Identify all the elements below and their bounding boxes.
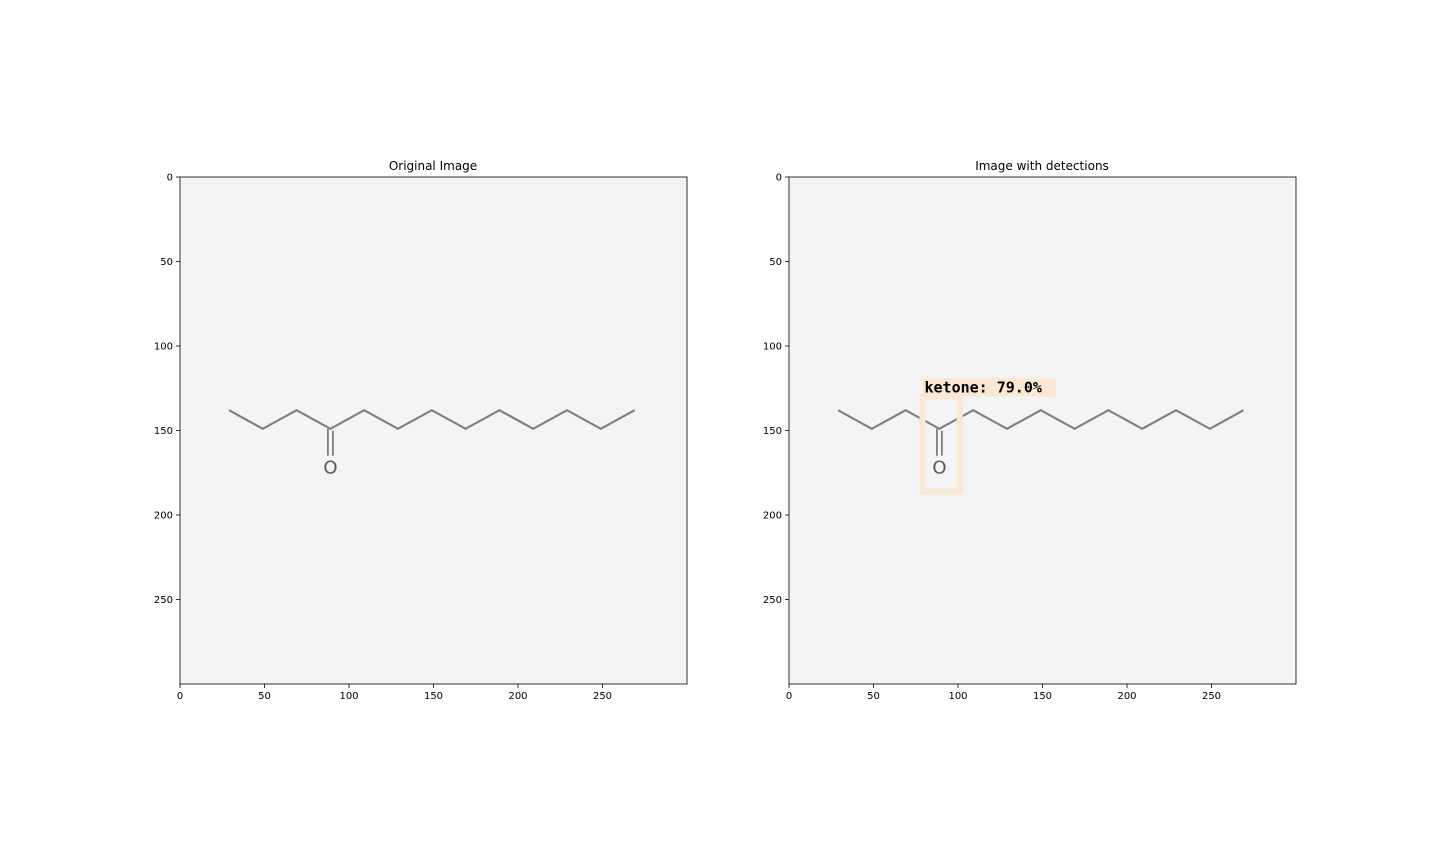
panel-title: Original Image xyxy=(389,159,477,173)
x-tick-label: 150 xyxy=(1033,691,1052,702)
x-tick-label: 250 xyxy=(593,691,612,702)
detection-label: ketone: 79.0% xyxy=(925,379,1042,397)
x-tick-label: 100 xyxy=(948,691,967,702)
x-tick-label: 50 xyxy=(867,691,880,702)
y-tick-label: 200 xyxy=(154,511,173,522)
oxygen-atom-label: O xyxy=(323,458,337,479)
detection-box xyxy=(919,393,963,495)
y-tick-label: 0 xyxy=(167,173,173,184)
x-tick-label: 250 xyxy=(1202,691,1221,702)
x-tick-label: 100 xyxy=(339,691,358,702)
x-tick-label: 150 xyxy=(424,691,443,702)
x-tick-label: 200 xyxy=(1117,691,1136,702)
image-background xyxy=(180,177,687,684)
carbon-chain-bonds xyxy=(228,408,636,431)
x-tick-label: 200 xyxy=(508,691,527,702)
oxygen-atom-label: O xyxy=(932,458,946,479)
detection-label-background xyxy=(922,378,1057,397)
y-tick-label: 50 xyxy=(160,257,173,268)
y-tick-label: 150 xyxy=(154,426,173,437)
y-tick-label: 250 xyxy=(154,595,173,606)
y-tick-label: 250 xyxy=(763,595,782,606)
y-tick-label: 200 xyxy=(763,511,782,522)
panel-original-image: Original Image O 0 50 100 150 200 250 0 50 100 150… xyxy=(154,159,688,702)
x-tick-label: 50 xyxy=(258,691,271,702)
y-tick-label: 0 xyxy=(776,173,782,184)
panel-title: Image with detections xyxy=(975,159,1109,173)
y-tick-label: 50 xyxy=(769,257,782,268)
image-background xyxy=(789,177,1296,684)
y-tick-label: 100 xyxy=(154,342,173,353)
y-tick-label: 100 xyxy=(763,342,782,353)
carbon-chain-bonds xyxy=(837,408,1245,431)
x-tick-label: 0 xyxy=(786,691,792,702)
x-tick-label: 0 xyxy=(177,691,183,702)
y-tick-label: 150 xyxy=(763,426,782,437)
